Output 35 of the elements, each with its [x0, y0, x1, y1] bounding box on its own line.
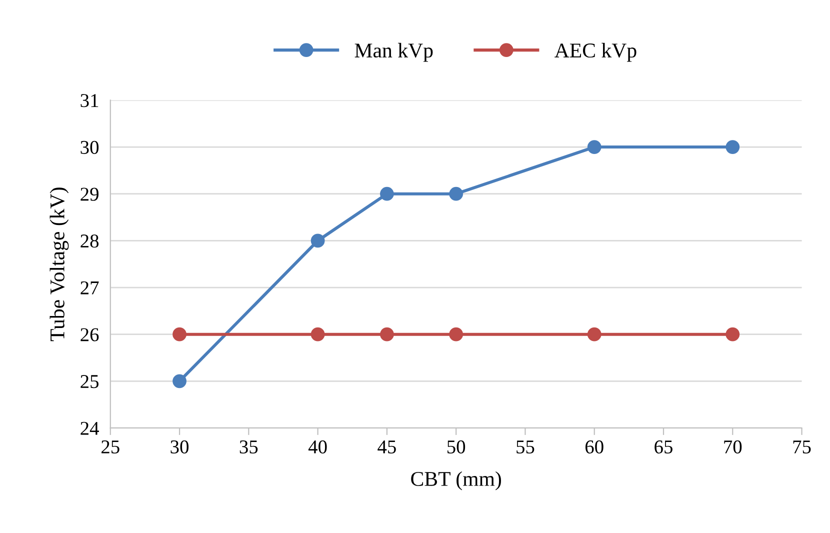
- x-tick-label: 35: [240, 440, 258, 454]
- y-tick-label: 27: [80, 281, 99, 294]
- legend-label: AEC kVp: [554, 42, 636, 62]
- y-tick-label: 26: [80, 328, 99, 342]
- point: [310, 327, 325, 342]
- point: [172, 327, 186, 342]
- x-tick-label: 70: [724, 440, 742, 454]
- y-tick-label: 30: [80, 140, 99, 154]
- x-tick-label: 55: [516, 440, 534, 454]
- y-axis-title: Tube Voltage (kV): [50, 188, 69, 342]
- x-tick-label: 50: [447, 440, 466, 454]
- x-tick-label: 75: [793, 440, 811, 454]
- y-tick-label: 28: [80, 234, 99, 248]
- point: [310, 234, 325, 248]
- x-tick-label: 60: [585, 440, 604, 454]
- x-tick-label: 45: [378, 440, 396, 454]
- point: [172, 374, 186, 388]
- point: [726, 140, 740, 154]
- x-tick-label: 30: [170, 440, 189, 454]
- legend-label: Man kVp: [354, 42, 433, 62]
- point: [380, 186, 394, 201]
- point: [587, 140, 602, 154]
- y-tick-label: 24: [80, 422, 99, 435]
- point: [726, 327, 740, 342]
- x-tick-label: 65: [654, 440, 672, 454]
- y-tick-label: 29: [80, 188, 98, 201]
- x-axis-title: CBT (mm): [411, 471, 501, 490]
- y-tick-label: 31: [80, 94, 98, 108]
- point: [449, 186, 464, 201]
- y-tick-label: 25: [80, 375, 99, 388]
- point: [449, 327, 464, 342]
- point: [380, 327, 394, 342]
- x-tick-label: 40: [308, 440, 327, 454]
- point: [587, 327, 602, 342]
- x-tick-label: 25: [102, 440, 120, 454]
